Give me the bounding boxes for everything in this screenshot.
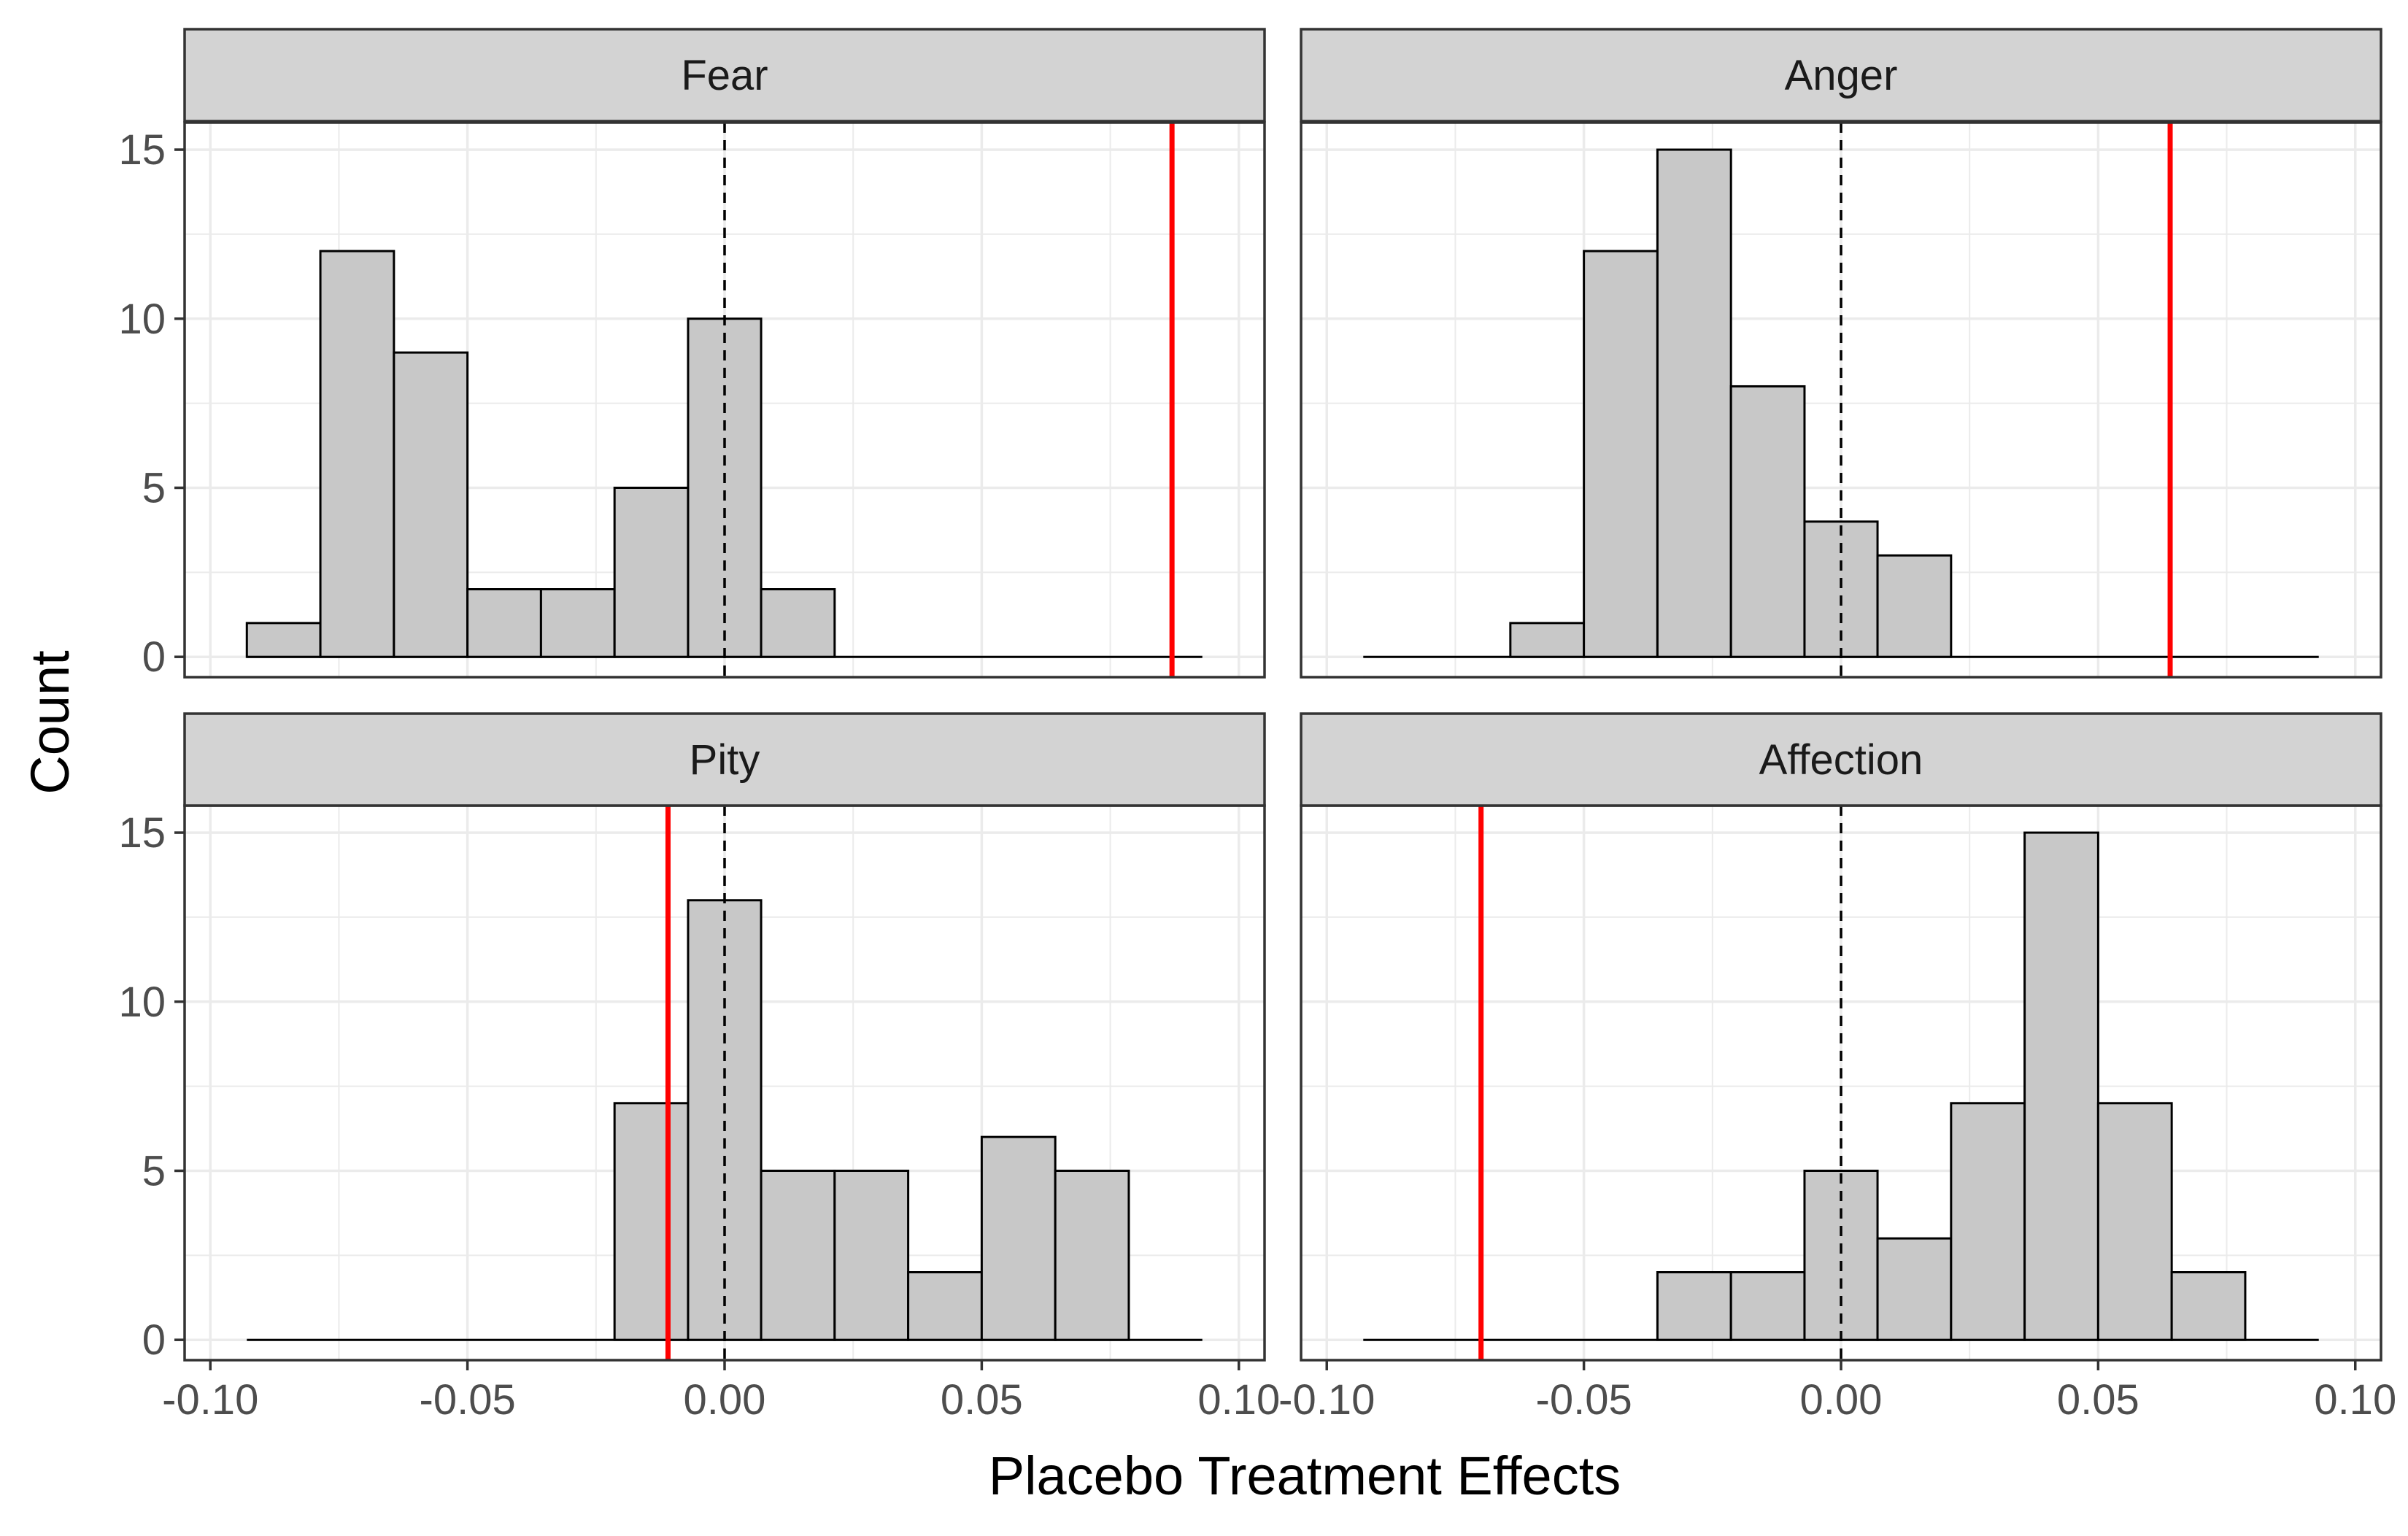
histogram-bar bbox=[613, 1102, 690, 1341]
y-tick-label: 0 bbox=[142, 1316, 166, 1364]
x-tick-label: 0.10 bbox=[2314, 1376, 2396, 1424]
histogram-bar bbox=[1876, 554, 1953, 658]
histogram-bar bbox=[1729, 1271, 1806, 1341]
histogram-bar bbox=[245, 622, 322, 658]
panel-affection: Affection -0.10 -0.05 0.00 0.05 0.10 bbox=[1278, 712, 2396, 1424]
histogram-bar bbox=[907, 1271, 983, 1341]
y-tick-label: 10 bbox=[118, 979, 166, 1026]
histogram-bar bbox=[1729, 385, 1806, 658]
facet-strip bbox=[1300, 712, 2382, 807]
y-tick-label: 0 bbox=[142, 633, 166, 681]
x-tick-label: -0.10 bbox=[162, 1376, 258, 1424]
histogram-bar bbox=[319, 250, 395, 658]
histogram-bar bbox=[1950, 1102, 2026, 1341]
histogram-bar bbox=[613, 486, 690, 658]
x-tick-label: -0.05 bbox=[420, 1376, 516, 1424]
facet-strip-label: Pity bbox=[690, 736, 760, 784]
panel-anger: Anger bbox=[1300, 28, 2382, 679]
y-tick-label: 15 bbox=[118, 126, 166, 174]
facet-strip-label: Anger bbox=[1785, 52, 1898, 99]
histogram-bar bbox=[833, 1169, 910, 1341]
histogram-bar bbox=[1509, 622, 1586, 658]
y-tick-label: 10 bbox=[118, 296, 166, 343]
histogram-bar bbox=[393, 351, 469, 658]
facet-strip bbox=[1300, 28, 2382, 123]
panel-pity: Pity 0 5 10 15 -0.10 -0.05 0.00 0.05 0.10 bbox=[118, 712, 1280, 1424]
x-tick-label: 0.05 bbox=[2057, 1376, 2139, 1424]
x-tick-label: 0.05 bbox=[941, 1376, 1023, 1424]
histogram-bar bbox=[1876, 1237, 1953, 1341]
y-tick-label: 15 bbox=[118, 809, 166, 857]
facet-strip bbox=[183, 712, 1266, 807]
histogram-bar bbox=[466, 588, 542, 658]
histogram-bar bbox=[2096, 1102, 2173, 1341]
facet-strip bbox=[183, 28, 1266, 123]
histogram-bar bbox=[1656, 148, 1732, 658]
x-tick-label: 0.10 bbox=[1197, 1376, 1280, 1424]
histogram-bar bbox=[980, 1135, 1057, 1341]
x-tick-label: 0.00 bbox=[684, 1376, 766, 1424]
y-tick-label: 5 bbox=[142, 464, 166, 512]
x-axis-title: Placebo Treatment Effects bbox=[989, 1446, 1621, 1506]
histogram-bar bbox=[1656, 1271, 1732, 1341]
histogram-bar bbox=[1054, 1169, 1130, 1341]
x-tick-label: -0.05 bbox=[1536, 1376, 1632, 1424]
panel-border bbox=[1300, 121, 2382, 679]
histogram-bar bbox=[760, 588, 836, 658]
x-tick-label: 0.00 bbox=[1800, 1376, 1883, 1424]
panel-border bbox=[183, 121, 1266, 679]
panel-fear: Fear 0 5 10 15 bbox=[118, 28, 1266, 681]
histogram-bar bbox=[1583, 250, 1659, 658]
y-tick-label: 5 bbox=[142, 1147, 166, 1195]
x-tick-label: -0.10 bbox=[1278, 1376, 1375, 1424]
histogram-bar bbox=[2170, 1271, 2247, 1341]
histogram-bar bbox=[760, 1169, 836, 1341]
histogram-bar bbox=[2023, 831, 2099, 1341]
facet-strip-label: Fear bbox=[681, 52, 768, 99]
y-axis-title: Count bbox=[20, 650, 80, 795]
facet-strip-label: Affection bbox=[1759, 736, 1923, 784]
histogram-bar bbox=[539, 588, 616, 658]
